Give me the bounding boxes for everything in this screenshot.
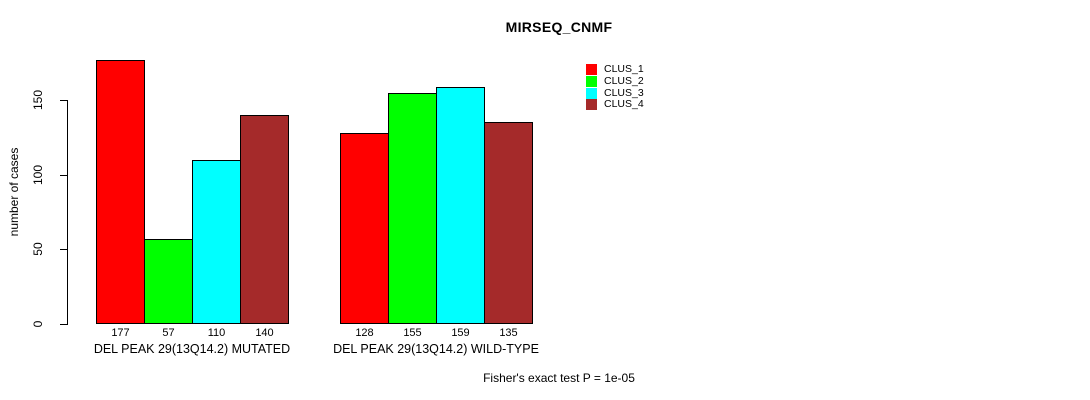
y-axis-line <box>67 100 68 325</box>
bar-value-label: 128 <box>355 327 374 339</box>
y-axis-tick <box>60 175 67 176</box>
y-axis-tick <box>60 100 67 101</box>
legend-swatch-clus_2 <box>586 76 597 88</box>
y-axis-tick <box>60 324 67 325</box>
bar-value-label: 177 <box>111 327 130 339</box>
legend-label: CLUS_3 <box>604 86 644 99</box>
legend-item: CLUS_1 <box>586 64 644 76</box>
legend-swatch-clus_3 <box>586 87 597 99</box>
legend-label: CLUS_2 <box>604 75 644 88</box>
bar-value-label: 135 <box>499 327 518 339</box>
category-label: DEL PEAK 29(13Q14.2) MUTATED <box>93 342 291 356</box>
bar-value-label: 155 <box>403 327 422 339</box>
bar-clus_3-group2 <box>436 87 485 324</box>
legend-item: CLUS_2 <box>586 76 644 88</box>
footer-note: Fisher's exact test P = 1e-05 <box>483 371 635 385</box>
legend-label: CLUS_4 <box>604 98 644 111</box>
y-tick-label: 150 <box>31 89 45 111</box>
bar-clus_3-group1 <box>192 160 241 324</box>
y-axis-tick <box>60 249 67 250</box>
y-tick-label: 100 <box>31 164 45 186</box>
bar-value-label: 57 <box>162 327 175 339</box>
bar-clus_1-group2 <box>340 133 389 324</box>
y-axis-label: number of cases <box>7 147 21 237</box>
bar-value-label: 140 <box>255 327 274 339</box>
bar-clus_2-group1 <box>144 239 193 324</box>
y-tick-label: 0 <box>31 320 45 328</box>
legend-swatch-clus_1 <box>586 64 597 76</box>
bar-value-label: 110 <box>207 327 226 339</box>
legend-item: CLUS_4 <box>586 99 644 111</box>
category-label: DEL PEAK 29(13Q14.2) WILD-TYPE <box>333 342 539 356</box>
legend-label: CLUS_1 <box>604 63 644 76</box>
chart-title: MIRSEQ_CNMF <box>505 19 613 35</box>
bar-clus_4-group2 <box>484 122 533 324</box>
bar-clus_2-group2 <box>388 93 437 324</box>
bar-clus_1-group1 <box>96 60 145 324</box>
legend-item: CLUS_3 <box>586 87 644 99</box>
legend-swatch-clus_4 <box>586 99 597 111</box>
bar-value-label: 159 <box>451 327 470 339</box>
y-tick-label: 50 <box>31 242 45 256</box>
legend: CLUS_1 CLUS_2 CLUS_3 CLUS_4 <box>586 64 644 111</box>
bar-clus_4-group1 <box>240 115 289 324</box>
